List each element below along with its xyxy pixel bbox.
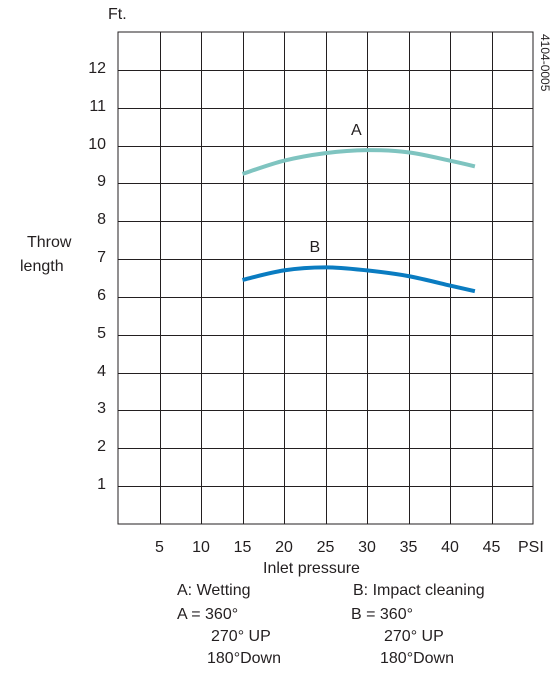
- y-tick-label: 3: [97, 400, 106, 418]
- y-tick-label: 11: [89, 97, 106, 115]
- y-tick-label: 1: [97, 476, 106, 494]
- chart-grid: [117, 31, 534, 525]
- figure-code: 4104-0005: [538, 34, 552, 92]
- legend-a-title: A: Wetting: [177, 582, 251, 599]
- y-tick-label: 10: [88, 135, 106, 153]
- x-axis-title: Inlet pressure: [263, 560, 360, 577]
- legend-b-line2: 270° UP: [384, 628, 444, 645]
- x-tick-label: 10: [192, 539, 210, 556]
- legend-b-title: B: Impact cleaning: [353, 582, 485, 599]
- legend-a-line3: 180°Down: [207, 650, 281, 667]
- y-tick-label: 8: [97, 211, 106, 229]
- x-tick-label: 30: [358, 539, 376, 556]
- x-tick-label: 25: [316, 539, 335, 556]
- y-tick-label: 5: [97, 324, 106, 342]
- legend-a-line1: A = 360°: [177, 606, 239, 623]
- x-tick-label: 15: [233, 539, 252, 556]
- x-unit-label: PSI: [518, 539, 544, 556]
- y-tick-label: 6: [97, 286, 106, 304]
- y-tick-label: 7: [97, 249, 106, 267]
- legend-a-line2: 270° UP: [211, 628, 271, 645]
- x-tick-label: 45: [482, 539, 501, 556]
- y-tick-label: 9: [97, 173, 106, 191]
- y-tick-label: 12: [88, 59, 106, 77]
- legend-b-line1: B = 360°: [351, 606, 413, 623]
- plot-frame: [117, 31, 534, 525]
- y-tick-label: 2: [97, 438, 106, 456]
- y-unit-label: Ft.: [108, 6, 127, 23]
- y-tick-label: 4: [97, 362, 106, 380]
- x-tick-label: 35: [399, 539, 418, 556]
- series-a-line: [241, 148, 476, 176]
- x-tick-label: 5: [155, 539, 164, 556]
- x-tick-label: 20: [275, 539, 293, 556]
- y-axis-title-line1: Throw: [27, 234, 72, 251]
- y-axis-title-line2: length: [20, 258, 64, 275]
- series-a-label: A: [351, 122, 362, 140]
- x-tick-label: 40: [441, 539, 459, 556]
- series-b-line: [242, 265, 476, 294]
- series-b-label: B: [309, 239, 321, 257]
- chart-curves: [241, 148, 476, 294]
- legend-b-line3: 180°Down: [380, 650, 454, 667]
